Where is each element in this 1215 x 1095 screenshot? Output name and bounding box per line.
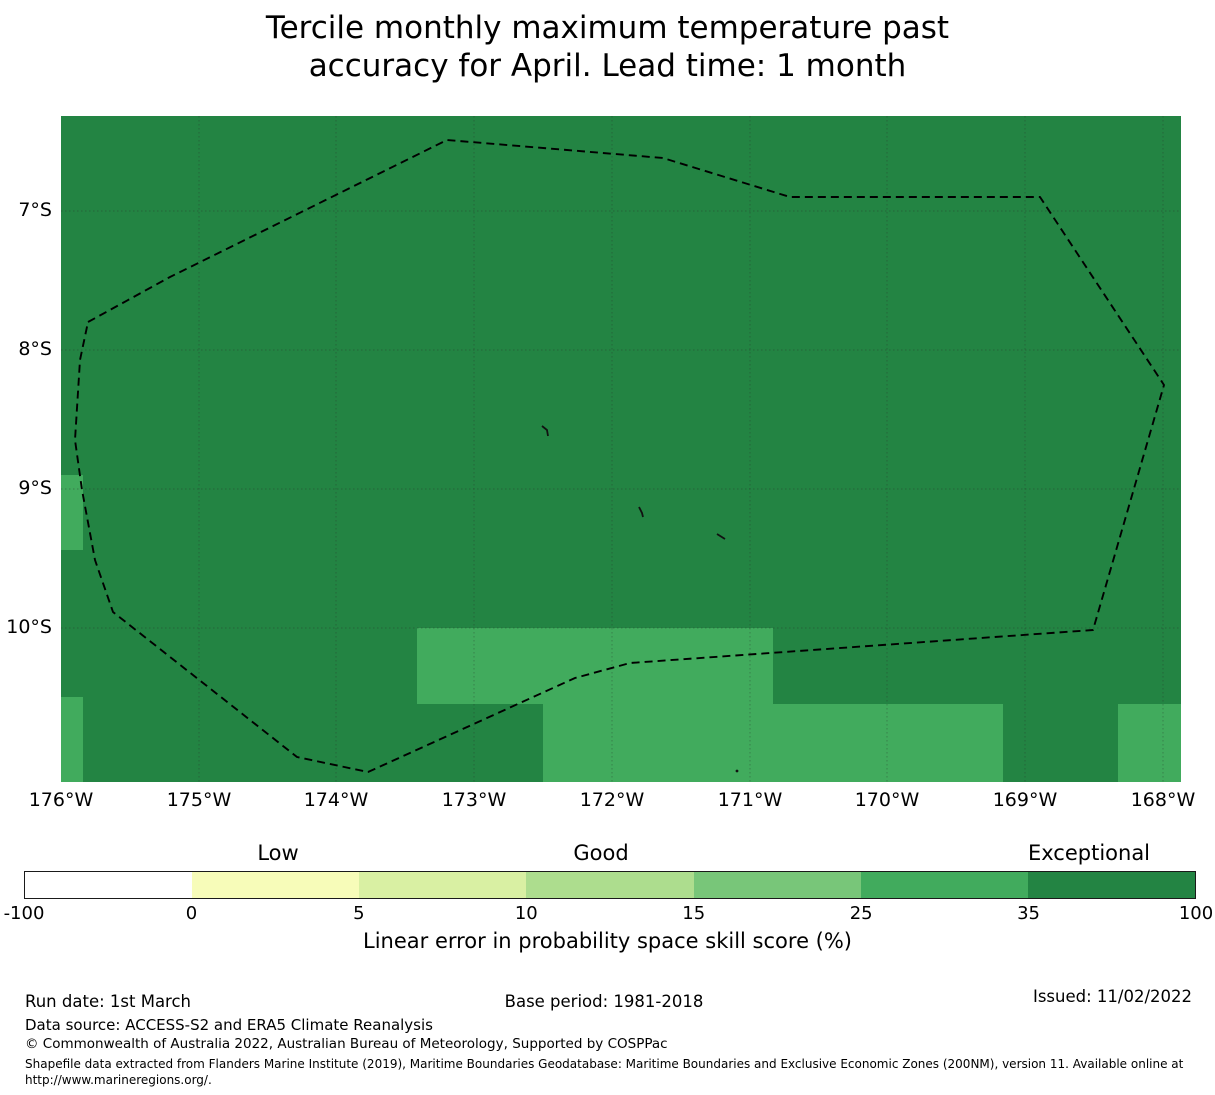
map-plot-area	[61, 116, 1181, 782]
colorbar-category-label: Low	[257, 841, 299, 865]
colorbar-tick-label: 15	[682, 903, 706, 924]
colorbar-axis-label: Linear error in probability space skill …	[363, 929, 852, 953]
colorbar-tick-label: 100	[1178, 903, 1214, 924]
shapefile-note-line2: http://www.marineregions.org/.	[25, 1073, 212, 1087]
copyright-text: © Commonwealth of Australia 2022, Austra…	[25, 1036, 668, 1052]
colorbar-segment	[526, 872, 694, 898]
x-axis-tick-label: 169°W	[992, 789, 1058, 811]
chart-title-line2: accuracy for April. Lead time: 1 month	[308, 48, 907, 84]
island-mark	[541, 425, 549, 437]
y-axis-tick-label: 9°S	[18, 477, 52, 499]
colorbar-category-label: Exceptional	[1027, 841, 1151, 865]
skill-cell-25-35	[417, 628, 773, 704]
eez-boundary-line	[74, 139, 1165, 773]
x-axis-tick-label: 171°W	[717, 789, 783, 811]
skill-cell-25-35	[543, 704, 1003, 782]
colorbar-tick-label: 35	[1017, 903, 1041, 924]
skill-cell-25-35	[1118, 704, 1181, 782]
chart-title-line1: Tercile monthly maximum temperature past	[265, 10, 950, 46]
issued-date-text: Issued: 11/02/2022	[1032, 987, 1192, 1006]
colorbar-tick-label: 10	[514, 903, 538, 924]
island-mark	[638, 506, 644, 518]
colorbar-segment	[693, 872, 861, 898]
x-axis-tick-label: 175°W	[166, 789, 232, 811]
colorbar-segment	[192, 872, 360, 898]
x-axis-tick-label: 168°W	[1130, 789, 1196, 811]
x-axis-tick-label: 172°W	[579, 789, 645, 811]
colorbar-category-label: Good	[573, 841, 629, 865]
x-axis-tick-label: 174°W	[303, 789, 369, 811]
x-axis-tick-label: 170°W	[854, 789, 920, 811]
colorbar-segment	[25, 872, 193, 898]
island-mark	[716, 533, 726, 540]
colorbar-segment	[359, 872, 527, 898]
skill-cell-25-35	[61, 475, 83, 550]
shapefile-note-line1: Shapefile data extracted from Flanders M…	[25, 1057, 1184, 1071]
colorbar-tick-label: 0	[185, 903, 198, 924]
island-mark	[735, 769, 739, 773]
colorbar-segment	[860, 872, 1028, 898]
map-canvas	[61, 116, 1181, 782]
y-axis-tick-label: 8°S	[18, 338, 52, 360]
x-axis-tick-label: 173°W	[441, 789, 507, 811]
x-axis-tick-label: 176°W	[28, 789, 94, 811]
chart-title: Tercile monthly maximum temperature past…	[0, 9, 1215, 85]
data-source-text: Data source: ACCESS-S2 and ERA5 Climate …	[25, 1016, 433, 1034]
colorbar-tick-label: 25	[849, 903, 873, 924]
y-axis-tick-label: 10°S	[6, 616, 52, 638]
colorbar-tick-label: 5	[353, 903, 365, 924]
run-date-text: Run date: 1st March	[25, 992, 191, 1011]
colorbar-segment	[1027, 872, 1195, 898]
colorbar-tick-label: -100	[3, 903, 45, 924]
base-period-text: Base period: 1981-2018	[504, 992, 704, 1011]
colorbar	[24, 871, 1196, 899]
y-axis-tick-label: 7°S	[18, 199, 52, 221]
skill-cell-25-35	[61, 697, 83, 782]
